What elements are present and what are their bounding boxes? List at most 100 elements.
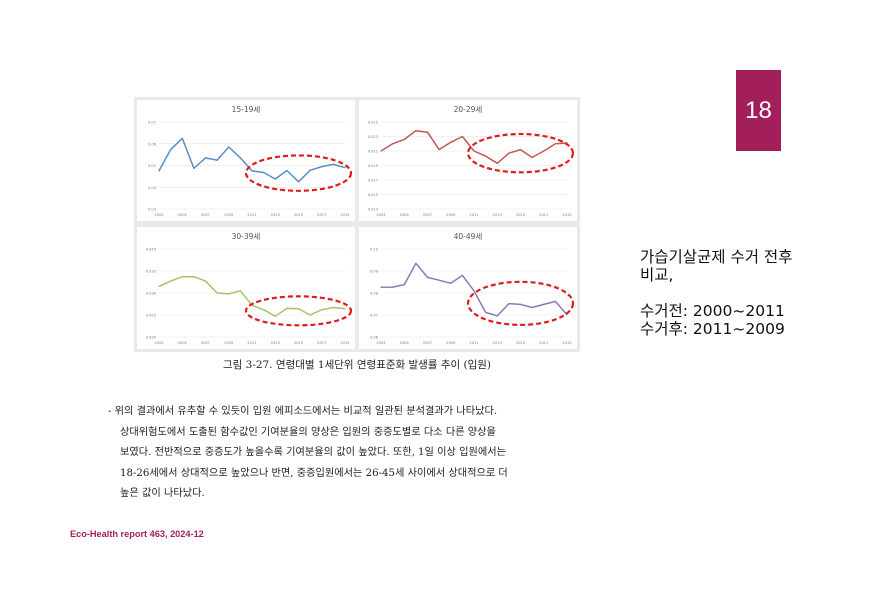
body-line: 상대위험도에서 도출된 함수값인 기여분율의 양상은 입원의 중증도별로 다소 … xyxy=(120,426,496,438)
chart-panel-30-39: 30-39세 0.040 0.035 0.030 0.025 0.020 2003 2005 2… xyxy=(137,227,355,349)
x-tick-label: 2017 xyxy=(539,341,548,345)
y-tick-label: 0.09 xyxy=(370,270,379,274)
y-tick-label: 0.030 xyxy=(146,292,157,296)
chart-title: 15-19세 xyxy=(232,105,261,114)
highlight-ellipse xyxy=(466,132,575,174)
x-tick-label: 2007 xyxy=(201,341,210,345)
x-tick-label: 2003 xyxy=(376,341,385,345)
x-tick-label: 2009 xyxy=(224,341,234,345)
data-point xyxy=(263,309,265,311)
x-tick-label: 2005 xyxy=(400,341,409,345)
figure-chart-grid: 15-19세 0.07 0.06 0.05 0.04 0.03 2003 2005 2007 20… xyxy=(134,97,580,352)
data-point xyxy=(239,157,241,159)
data-point xyxy=(274,315,276,317)
chart-title: 30-39세 xyxy=(232,232,261,241)
x-tick-label: 2011 xyxy=(247,341,256,345)
data-point xyxy=(485,311,487,313)
data-point xyxy=(496,162,498,164)
data-point xyxy=(403,284,405,286)
data-point xyxy=(158,285,160,287)
data-point xyxy=(321,165,323,168)
x-tick-label: 2019 xyxy=(340,341,350,345)
y-tick-label: 0.013 xyxy=(368,208,378,212)
figure-caption: 그림 3-27. 연령대별 1세단위 연령표준화 발생률 추이 (입원) xyxy=(222,359,492,371)
data-point xyxy=(554,300,556,302)
x-tick-label: 2007 xyxy=(423,341,432,345)
data-point xyxy=(392,286,394,288)
y-tick-label: 0.023 xyxy=(368,135,378,139)
y-tick-label: 0.03 xyxy=(148,208,156,212)
data-point xyxy=(204,280,207,282)
data-point xyxy=(496,315,498,317)
data-point xyxy=(170,149,172,151)
data-point xyxy=(426,276,429,278)
y-tick-label: 0.025 xyxy=(146,314,156,318)
series-line xyxy=(158,137,346,183)
data-point xyxy=(309,169,311,171)
x-tick-label: 2013 xyxy=(271,341,280,345)
x-tick-label: 2011 xyxy=(247,213,256,217)
x-tick-label: 2003 xyxy=(154,341,163,345)
page-number-badge: 18 xyxy=(736,70,781,151)
y-tick-label: 0.07 xyxy=(148,121,156,125)
x-tick-label: 2019 xyxy=(562,341,572,345)
data-point xyxy=(403,138,405,140)
data-point xyxy=(263,171,265,174)
data-point xyxy=(216,159,218,161)
y-tick-label: 0.06 xyxy=(370,336,379,340)
data-point xyxy=(321,309,323,311)
data-point xyxy=(216,292,218,294)
chart-20-29: 20-29세 0.025 0.023 0.021 0.019 0.017 0.015 0.01… xyxy=(368,105,575,217)
data-point xyxy=(286,169,288,172)
data-point xyxy=(450,282,452,284)
x-tick-label: 2015 xyxy=(516,213,525,217)
y-tick-label: 0.025 xyxy=(368,121,378,125)
x-tick-label: 2017 xyxy=(317,213,326,217)
x-tick-label: 2007 xyxy=(201,213,210,217)
data-point xyxy=(170,280,172,282)
chart-title: 40-49세 xyxy=(454,232,483,241)
x-tick-label: 2015 xyxy=(516,341,525,345)
y-tick-label: 0.05 xyxy=(148,164,156,168)
data-point xyxy=(158,170,160,172)
x-tick-label: 2003 xyxy=(154,213,163,217)
highlight-ellipse xyxy=(244,295,353,327)
data-point xyxy=(415,262,417,264)
data-point xyxy=(228,146,230,148)
x-tick-label: 2011 xyxy=(469,341,478,345)
x-tick-label: 2019 xyxy=(340,213,350,217)
y-tick-label: 0.08 xyxy=(370,292,379,296)
x-tick-label: 2015 xyxy=(294,341,303,345)
side-note: 가습기살균제 수거 전후 비교, 수거전: 2000~2011 수거후: 201… xyxy=(640,248,860,338)
x-tick-label: 2013 xyxy=(271,213,280,217)
y-tick-label: 0.04 xyxy=(148,186,157,190)
side-note-line: 수거후: 2011~2009 xyxy=(640,320,785,338)
highlight-ellipse xyxy=(466,280,575,326)
x-tick-label: 2005 xyxy=(178,341,187,345)
data-point xyxy=(461,135,463,138)
data-point xyxy=(380,286,382,288)
x-tick-label: 2017 xyxy=(539,213,548,217)
data-point xyxy=(531,306,533,309)
data-point xyxy=(519,303,522,306)
body-line: 18-26세에서 상대적으로 높았으나 반면, 중증입원에서는 26-45세 사… xyxy=(120,467,508,479)
body-paragraph: - 위의 결과에서 유추할 수 있듯이 입원 에피소드에서는 비교적 일관된 분… xyxy=(108,402,618,505)
x-tick-label: 2019 xyxy=(562,213,572,217)
data-point xyxy=(344,308,346,310)
data-point xyxy=(193,167,195,169)
data-point xyxy=(392,143,394,145)
highlight-ellipse xyxy=(244,154,353,192)
data-point xyxy=(554,143,556,145)
y-tick-label: 0.021 xyxy=(368,150,378,154)
data-point xyxy=(332,163,334,166)
data-point xyxy=(344,167,346,169)
data-point xyxy=(519,148,522,151)
data-point xyxy=(380,150,382,152)
data-point xyxy=(415,130,417,132)
chart-panel-40-49: 40-49세 0.10 0.09 0.08 0.07 0.06 2003 2005 2007 20… xyxy=(359,227,577,349)
data-point xyxy=(485,155,487,157)
side-note-line: 가습기살균제 수거 전후 xyxy=(640,248,793,266)
